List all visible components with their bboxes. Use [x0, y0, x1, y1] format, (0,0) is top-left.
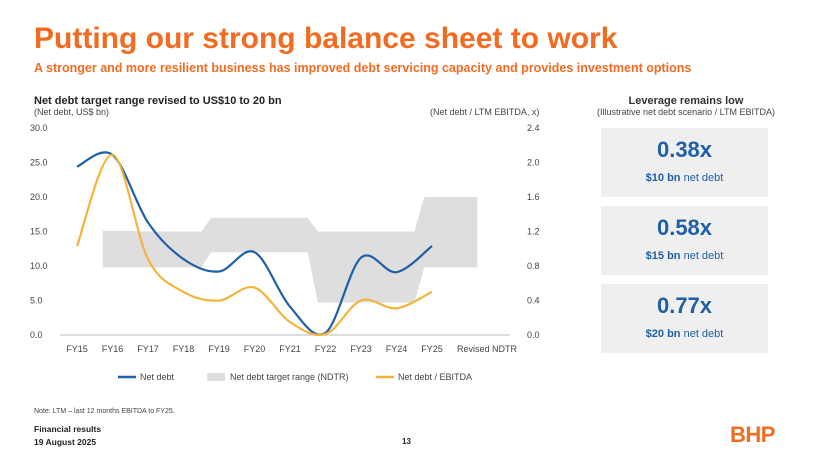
leverage-ratio: 0.38x [656, 137, 713, 162]
net-debt-suffix: net debt [683, 172, 724, 184]
y-left-tick-label: 5.0 [30, 296, 43, 306]
leverage-title: Leverage remains low [628, 95, 744, 107]
page-title: Putting our strong balance sheet to work [34, 22, 618, 55]
leverage-card-20bn: 0.77x $20 bn net debt [601, 284, 768, 353]
y-left-tick-label: 0.0 [30, 330, 43, 340]
y-left-tick-label: 15.0 [30, 227, 48, 237]
left-axis-note: (Net debt, US$ bn) [34, 107, 110, 117]
x-tick-label: FY24 [386, 344, 408, 354]
x-tick-label: Revised NDTR [457, 344, 518, 354]
page-number: 13 [402, 437, 411, 446]
leverage-card-15bn: 0.58x $15 bn net debt [601, 206, 768, 275]
y-right-tick-label: 0.0 [527, 330, 540, 340]
x-tick-label: FY15 [66, 344, 88, 354]
x-tick-label: FY16 [102, 344, 124, 354]
y-left-tick-label: 30.0 [30, 123, 48, 133]
legend-ndtr-swatch [207, 373, 225, 381]
y-right-tick-label: 1.2 [527, 227, 540, 237]
leverage-card-10bn: 0.38x $10 bn net debt [601, 128, 768, 197]
y-left-tick-label: 20.0 [30, 192, 48, 202]
page-subtitle: A stronger and more resilient business h… [34, 61, 692, 75]
leverage-ratio: 0.58x [656, 215, 713, 240]
y-right-tick-label: 0.8 [527, 261, 540, 271]
legend-ebitda-label: Net debt / EBITDA [398, 372, 472, 382]
legend-ndtr-label: Net debt target range (NDTR) [230, 372, 349, 382]
report-date: 19 August 2025 [34, 437, 97, 447]
net-debt-ebitda-line [75, 153, 433, 337]
net-debt-scenario: $20 bn net debt [601, 328, 768, 340]
y-right-tick-label: 0.4 [527, 296, 540, 306]
net-debt-amount: $15 bn [645, 250, 681, 262]
report-name: Financial results [34, 424, 102, 434]
x-tick-label: FY22 [315, 344, 337, 354]
footnote: Note: LTM – last 12 months EBITDA to FY2… [34, 408, 175, 415]
y-right-tick-label: 2.0 [527, 158, 540, 168]
x-tick-label: FY21 [279, 344, 301, 354]
net-debt-scenario: $10 bn net debt [601, 172, 768, 184]
x-tick-label: FY25 [421, 344, 443, 354]
y-left-tick-label: 10.0 [30, 261, 48, 271]
y-right-tick-label: 2.4 [527, 123, 540, 133]
chart-title: Net debt target range revised to US$10 t… [34, 95, 282, 107]
bhp-logo: BHP [730, 422, 775, 447]
leverage-ratio: 0.77x [656, 293, 713, 318]
x-tick-label: FY18 [173, 344, 195, 354]
legend-net-debt-label: Net debt [140, 372, 175, 382]
x-tick-label: FY17 [137, 344, 159, 354]
y-left-tick-label: 25.0 [30, 158, 48, 168]
right-axis-note: (Net debt / LTM EBITDA, x) [430, 107, 540, 117]
x-tick-label: FY23 [350, 344, 372, 354]
x-tick-label: FY19 [208, 344, 230, 354]
net-debt-amount: $20 bn [645, 328, 681, 340]
y-right-tick-label: 1.6 [527, 192, 540, 202]
net-debt-amount: $10 bn [645, 172, 681, 184]
leverage-subtitle: (Illustrative net debt scenario / LTM EB… [597, 107, 775, 117]
net-debt-chart: 0.0 5.0 10.0 15.0 20.0 25.0 30.0 0.0 0.4 0.8 1.2 1.… [30, 123, 540, 382]
net-debt-suffix: net debt [683, 250, 724, 262]
net-debt-scenario: $15 bn net debt [601, 250, 768, 262]
x-tick-label: FY20 [244, 344, 266, 354]
ndtr-band [102, 197, 478, 303]
net-debt-suffix: net debt [683, 328, 724, 340]
net-debt-line [76, 151, 433, 336]
